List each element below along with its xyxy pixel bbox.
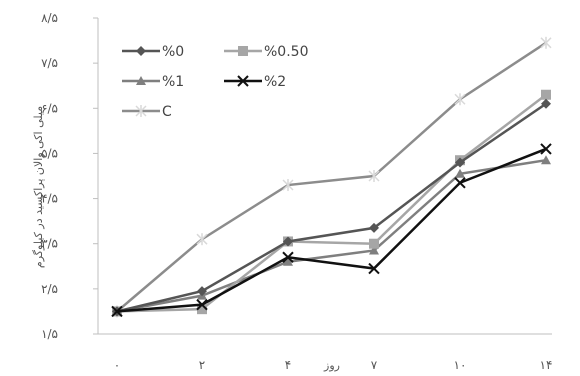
data-point xyxy=(111,305,123,318)
legend-item: %1 xyxy=(122,74,184,90)
data-point xyxy=(541,89,551,100)
y-tick-label: ۳/۵ xyxy=(41,237,58,251)
data-point xyxy=(541,98,551,109)
legend-label: C xyxy=(162,104,172,120)
series-lines xyxy=(111,36,552,318)
data-point xyxy=(282,179,294,192)
legend-marker xyxy=(136,46,146,56)
x-tick-label: ۷ xyxy=(371,358,378,372)
data-point xyxy=(283,236,293,247)
series-2 xyxy=(111,143,552,318)
y-axis-label: میلی اکی والان پراکسید در کیلوگرم xyxy=(32,106,45,268)
x-tick-label: ۴ xyxy=(285,358,291,372)
x-tick-label: ۱۰ xyxy=(454,358,467,372)
series-line xyxy=(116,41,547,313)
legend-marker xyxy=(238,46,248,56)
legend-label: %0 xyxy=(162,44,184,60)
data-point xyxy=(368,170,380,182)
data-point xyxy=(197,286,207,297)
legend: %0 %0.50 %1 %2 C xyxy=(122,44,308,120)
x-axis-label: روز xyxy=(323,359,340,372)
y-tick-label: ۲/۵ xyxy=(41,282,58,296)
legend-label: %0.50 xyxy=(264,44,308,60)
data-point xyxy=(283,256,293,266)
legend-item: %0.50 xyxy=(224,44,308,60)
x-tick-label: ۱۴ xyxy=(540,358,553,372)
series-line xyxy=(116,147,547,313)
legend-label: %1 xyxy=(162,74,184,90)
data-point xyxy=(369,238,379,249)
data-point xyxy=(368,262,380,275)
x-tick-label: ۲ xyxy=(199,358,205,372)
legend-label: %2 xyxy=(264,74,286,90)
legend-marker xyxy=(136,76,146,85)
data-point xyxy=(540,36,552,49)
y-tick-label: ۸/۵ xyxy=(41,11,58,25)
data-point xyxy=(282,251,294,263)
y-tick-label: ۴/۵ xyxy=(41,192,58,206)
legend-marker xyxy=(135,105,147,117)
y-axis: ۱/۵ ۲/۵ ۳/۵ ۴/۵ ۵/۵ ۶/۵ ۷/۵ ۸/۵ xyxy=(41,11,99,341)
data-point xyxy=(454,93,466,106)
y-tick-label: ۱/۵ xyxy=(41,327,58,341)
x-axis: ۰ ۲ ۴ ۷ ۱۰ ۱۴ xyxy=(98,333,553,372)
data-point xyxy=(540,143,552,155)
data-point xyxy=(196,298,208,311)
series-0 xyxy=(112,98,551,317)
data-point xyxy=(541,155,551,165)
legend-item: %0 xyxy=(122,44,184,60)
data-point xyxy=(455,157,465,168)
data-point xyxy=(369,245,379,255)
legend-item: %2 xyxy=(224,74,286,90)
data-point xyxy=(196,233,208,246)
data-point xyxy=(454,177,466,189)
series-1 xyxy=(112,155,551,316)
x-tick-label: ۰ xyxy=(114,358,120,372)
series-050 xyxy=(112,89,551,317)
series-line xyxy=(116,93,547,313)
y-tick-label: ۶/۵ xyxy=(41,101,58,115)
series-line xyxy=(116,158,547,313)
data-point xyxy=(197,304,207,315)
legend-marker xyxy=(237,75,249,87)
y-tick-label: ۵/۵ xyxy=(41,146,58,160)
data-point xyxy=(369,222,379,233)
series-line xyxy=(116,102,547,313)
data-point xyxy=(455,168,465,178)
y-tick-label: ۷/۵ xyxy=(41,56,58,70)
legend-item: C xyxy=(122,104,172,120)
